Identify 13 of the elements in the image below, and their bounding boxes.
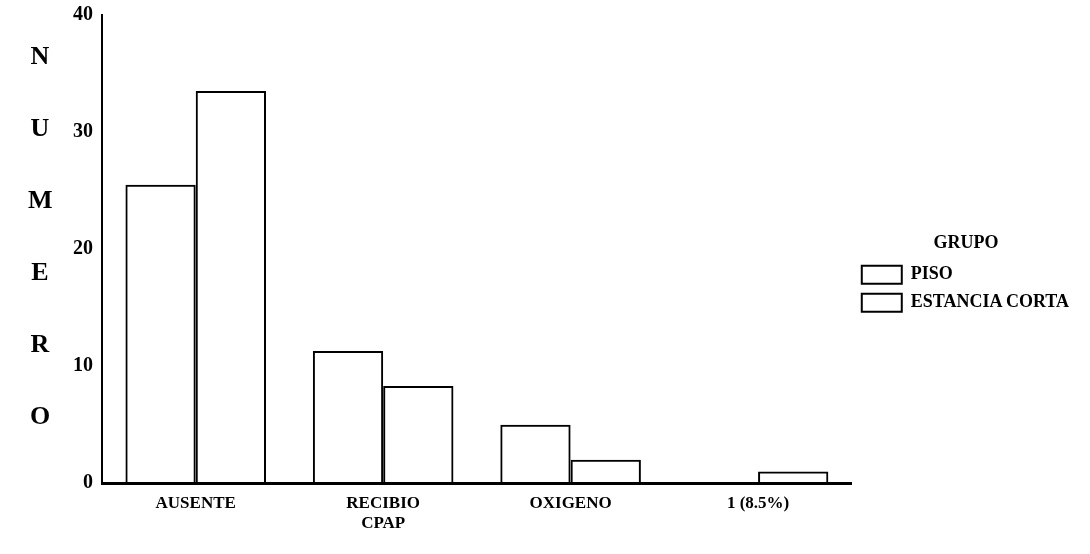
x-tick-label: AUSENTE	[155, 492, 236, 512]
text: NUMERO	[28, 41, 53, 430]
y-tick-label: 40	[73, 2, 93, 25]
y-tick-label: 0	[83, 470, 93, 493]
x-tick-label: 1 (8.5%)	[726, 492, 790, 512]
y-tick-label: 10	[73, 353, 93, 376]
x-tick-label: OXIGENO	[529, 492, 612, 512]
legend-title: GRUPO	[933, 231, 999, 252]
x-tick-label: RECIBIO CPAP	[346, 492, 421, 533]
y-tick-label: 20	[73, 236, 93, 259]
legend-label: PISO	[910, 263, 953, 284]
y-tick-label: 30	[73, 119, 93, 142]
legend-label: ESTANCIA CORTA	[910, 291, 1070, 312]
